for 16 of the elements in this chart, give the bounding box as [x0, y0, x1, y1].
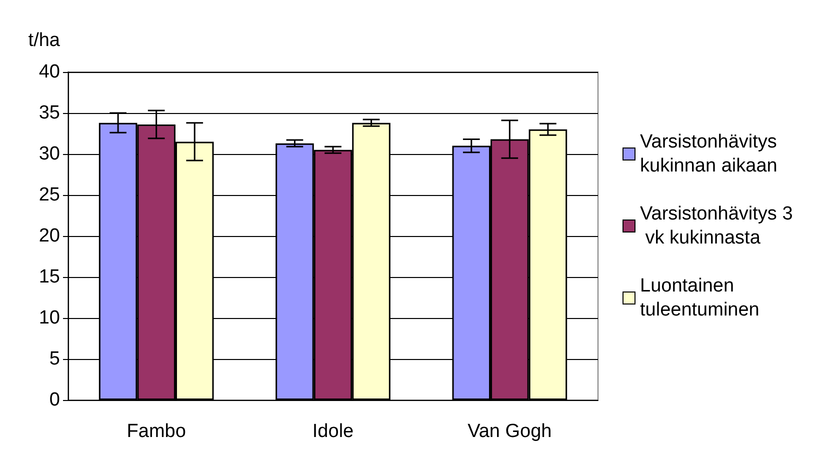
y-tick-label: 20	[38, 226, 60, 246]
y-tick-label: 30	[38, 144, 60, 164]
legend-label: Varsistonhävitys 3 vk kukinnasta	[640, 204, 793, 248]
legend-label: Luontainen tuleentuminen	[640, 276, 760, 320]
x-tick-label: Fambo	[126, 421, 186, 442]
y-tick-label: 5	[49, 348, 60, 370]
y-tick-label: 25	[38, 184, 60, 206]
y-tick-label: 40	[38, 62, 60, 82]
legend-label: Varsistonhävitys kukinnan aikaan	[640, 132, 782, 176]
y-tick-label: 35	[38, 102, 60, 124]
y-tick-label: 0	[49, 390, 60, 410]
y-tick-label: 10	[38, 308, 60, 328]
x-tick-label: Van Gogh	[468, 421, 552, 442]
y-tick-label: 15	[38, 266, 60, 288]
x-tick-label: Idole	[312, 421, 354, 442]
y-axis-title: t/ha	[28, 30, 60, 51]
